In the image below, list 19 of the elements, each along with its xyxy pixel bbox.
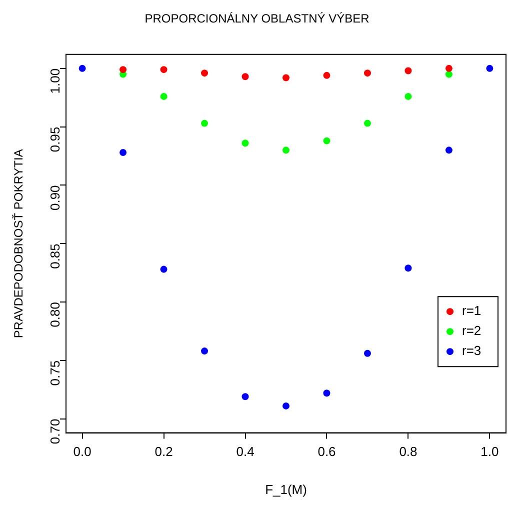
y-tick-label: 0.80 <box>48 302 63 328</box>
x-tick-label: 0.4 <box>236 444 254 460</box>
x-tick-label: 0.2 <box>154 444 173 460</box>
chart-title: PROPORCIONÁLNY OBLASTNÝ VÝBER <box>144 12 370 26</box>
y-tick-label: 1.00 <box>48 68 63 94</box>
x-tick-label: 0.6 <box>318 444 336 460</box>
x-axis-title: F_1(M) <box>265 482 307 497</box>
x-tick-label: 0.8 <box>399 444 418 460</box>
legend-label: r=3 <box>462 343 482 358</box>
x-tick-label: 0.0 <box>73 444 92 460</box>
y-tick-label: 0.95 <box>48 126 63 152</box>
y-axis-title: PRAVDEPODOBNOSŤ POKRYTIA <box>12 149 26 338</box>
y-tick-label: 0.70 <box>48 418 63 444</box>
y-tick-label: 0.85 <box>48 244 63 269</box>
y-tick-label: 0.90 <box>48 185 63 211</box>
legend-label: r=2 <box>462 323 482 338</box>
y-tick-label: 0.75 <box>48 360 63 386</box>
x-tick-label: 1.0 <box>480 444 499 460</box>
legend-label: r=1 <box>462 303 482 318</box>
